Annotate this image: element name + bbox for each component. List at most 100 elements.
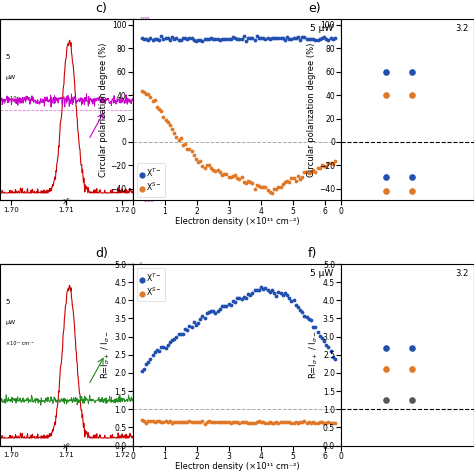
Text: 3.2: 3.2 [456, 24, 469, 33]
Text: 5: 5 [6, 299, 10, 305]
Point [203, 35, 210, 43]
Point [238, 295, 246, 302]
Point [311, 36, 319, 44]
Point [283, 292, 291, 299]
Point [320, 419, 328, 427]
Text: ×10¹¹ cm⁻²: ×10¹¹ cm⁻² [6, 96, 33, 101]
Point [212, 310, 219, 317]
Point [183, 35, 191, 42]
Point [281, 178, 289, 185]
Point [296, 36, 304, 44]
Point [238, 418, 246, 426]
Point [145, 36, 152, 44]
Point [251, 419, 258, 426]
Point [382, 344, 389, 351]
Point [253, 418, 261, 425]
Point [257, 419, 265, 426]
Point [229, 297, 237, 305]
Point [188, 147, 195, 155]
Point [274, 288, 282, 295]
Point [277, 183, 284, 191]
Point [190, 36, 198, 44]
Point [216, 169, 224, 176]
Point [273, 292, 280, 300]
Point [283, 34, 291, 41]
Point [266, 188, 273, 196]
Point [251, 36, 258, 43]
Point [203, 161, 210, 168]
Point [155, 36, 163, 43]
Point [318, 335, 326, 342]
Point [270, 34, 278, 42]
Point [285, 294, 293, 302]
Point [197, 315, 204, 323]
Point [292, 419, 300, 426]
Text: μW: μW [6, 75, 16, 80]
Point [151, 97, 158, 104]
Point [216, 36, 224, 43]
Point [288, 419, 295, 427]
Point [188, 419, 195, 426]
Point [164, 34, 172, 42]
Point [218, 302, 226, 310]
Point [294, 172, 302, 180]
Point [229, 34, 237, 41]
Point [301, 312, 308, 320]
Point [408, 365, 416, 373]
Point [205, 162, 213, 169]
Point [257, 183, 265, 191]
Point [201, 36, 209, 43]
Point [327, 35, 334, 42]
Point [307, 169, 315, 176]
Y-axis label: Circular polarization degree (%): Circular polarization degree (%) [157, 66, 162, 154]
Point [182, 140, 189, 148]
Point [201, 314, 209, 322]
Point [292, 34, 300, 42]
Point [216, 419, 224, 426]
Point [171, 35, 178, 43]
Point [277, 34, 284, 42]
Point [322, 419, 330, 427]
Point [199, 312, 206, 319]
Point [173, 419, 180, 426]
Y-axis label: Circular polarization degree (%): Circular polarization degree (%) [307, 43, 316, 177]
Point [253, 181, 261, 189]
Point [329, 35, 337, 43]
Point [331, 34, 338, 42]
Point [270, 185, 278, 193]
Point [296, 175, 304, 182]
Point [212, 418, 219, 426]
Point [292, 177, 300, 185]
Point [242, 294, 250, 301]
Point [262, 284, 269, 292]
Y-axis label: R=I$_{\sigma+}$ / I$_{\sigma-}$: R=I$_{\sigma+}$ / I$_{\sigma-}$ [99, 330, 111, 379]
Point [155, 347, 163, 355]
Point [162, 35, 169, 42]
Point [281, 36, 289, 44]
Point [301, 33, 308, 41]
Point [223, 170, 230, 178]
Legend: X$^{T-}$, X$^{S-}$: X$^{T-}$, X$^{S-}$ [137, 268, 165, 301]
Point [225, 418, 232, 426]
Point [244, 177, 252, 185]
Point [279, 419, 287, 426]
Point [274, 34, 282, 42]
Point [233, 419, 241, 426]
Point [266, 288, 273, 296]
Point [138, 367, 146, 374]
Point [329, 354, 337, 361]
Point [238, 173, 246, 181]
Point [270, 419, 278, 427]
Point [251, 185, 258, 192]
Point [207, 35, 215, 42]
Point [262, 419, 269, 427]
Point [160, 343, 167, 351]
Point [229, 173, 237, 180]
Point [160, 113, 167, 120]
Point [199, 418, 206, 425]
Point [327, 159, 334, 167]
Point [266, 418, 273, 426]
Point [162, 417, 169, 425]
Point [194, 419, 202, 426]
Point [223, 36, 230, 43]
